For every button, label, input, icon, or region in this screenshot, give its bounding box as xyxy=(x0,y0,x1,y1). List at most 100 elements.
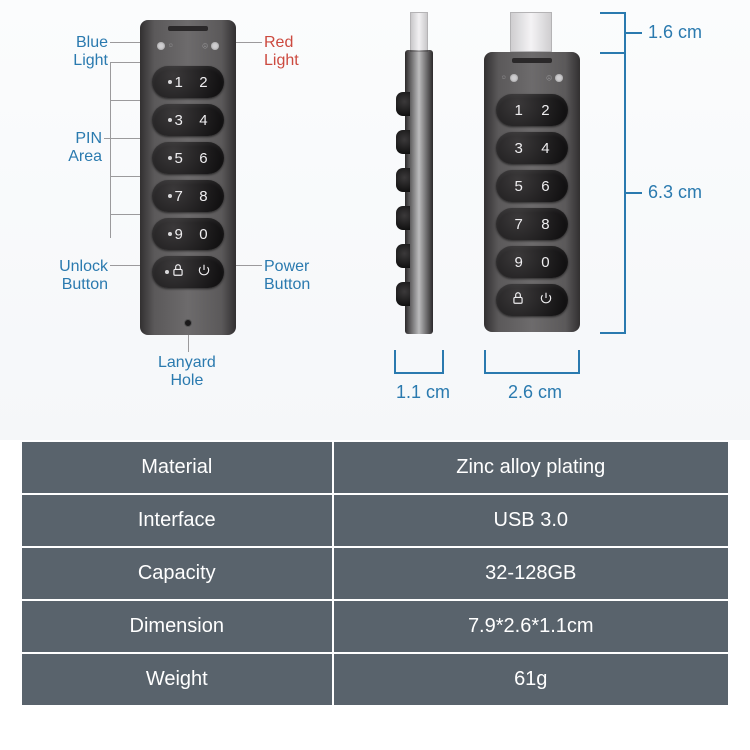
key-row xyxy=(496,284,568,316)
digit-key-8: 8 xyxy=(199,188,207,205)
spec-value-cell: Zinc alloy plating xyxy=(333,441,729,494)
dim-label-front-width: 2.6 cm xyxy=(508,382,562,403)
digit-key-1: 1 xyxy=(514,102,522,119)
spec-table: MaterialZinc alloy platingInterfaceUSB 3… xyxy=(20,440,730,707)
lock-icon xyxy=(511,291,525,309)
keypad: 1234567890 xyxy=(496,94,568,316)
leader-line xyxy=(110,62,111,238)
digit-label: 0 xyxy=(199,226,207,243)
power-key xyxy=(197,263,211,281)
side-key-bump xyxy=(396,92,410,116)
key-dot-icon xyxy=(168,194,172,198)
lock-icon xyxy=(171,263,185,281)
key-dot-icon xyxy=(168,156,172,160)
dim-label-body-height: 6.3 cm xyxy=(648,182,702,203)
digit-label: 8 xyxy=(199,188,207,205)
digit-label: 3 xyxy=(514,140,522,157)
digit-label: 2 xyxy=(541,102,549,119)
digit-key-9: 9 xyxy=(514,254,522,271)
key-row: 12 xyxy=(496,94,568,126)
digit-label: 0 xyxy=(541,254,549,271)
digit-key-6: 6 xyxy=(199,150,207,167)
key-row: 90 xyxy=(152,218,224,250)
key-row: 56 xyxy=(152,142,224,174)
digit-key-2: 2 xyxy=(199,74,207,91)
side-key-bump xyxy=(396,168,410,192)
digit-key-7: 7 xyxy=(168,188,182,205)
digit-label: 4 xyxy=(199,112,207,129)
key-dot-icon xyxy=(168,118,172,122)
digit-key-3: 3 xyxy=(168,112,182,129)
unlock-key xyxy=(511,291,525,309)
digit-label: 9 xyxy=(514,254,522,271)
lanyard-hole xyxy=(184,319,192,327)
digit-key-5: 5 xyxy=(514,178,522,195)
spec-name-cell: Weight xyxy=(21,653,333,706)
digit-key-4: 4 xyxy=(199,112,207,129)
device-front-dimensioned: ☺ ☹ 1234567890 xyxy=(484,52,580,332)
digit-key-1: 1 xyxy=(168,74,182,91)
device-front-annotated: ☺ ☹ 12 34 56 78 90 xyxy=(140,20,236,335)
spec-name-cell: Dimension xyxy=(21,600,333,653)
digit-key-8: 8 xyxy=(541,216,549,233)
spec-value-cell: 7.9*2.6*1.1cm xyxy=(333,600,729,653)
digit-key-4: 4 xyxy=(541,140,549,157)
digit-label: 2 xyxy=(199,74,207,91)
digit-label: 6 xyxy=(199,150,207,167)
key-row: 56 xyxy=(496,170,568,202)
digit-label: 5 xyxy=(174,150,182,167)
spec-value-cell: 32-128GB xyxy=(333,547,729,600)
callout-lanyard: LanyardHole xyxy=(158,354,216,390)
key-dot-icon xyxy=(165,270,169,274)
digit-label: 5 xyxy=(514,178,522,195)
device-top-strip xyxy=(168,26,208,31)
callout-power: PowerButton xyxy=(264,258,310,294)
digit-key-7: 7 xyxy=(514,216,522,233)
side-key-bump xyxy=(396,130,410,154)
digit-label: 9 xyxy=(174,226,182,243)
key-row: 34 xyxy=(496,132,568,164)
digit-label: 4 xyxy=(541,140,549,157)
power-icon xyxy=(539,291,553,309)
blue-led xyxy=(157,42,165,50)
callout-blue-light: BlueLight xyxy=(48,34,108,70)
unlock-key xyxy=(165,263,185,281)
device-side-usb xyxy=(410,12,428,52)
key-row: 78 xyxy=(496,208,568,240)
table-row: Capacity32-128GB xyxy=(21,547,729,600)
keypad: 12 34 56 78 90 xyxy=(152,66,224,288)
key-row xyxy=(152,256,224,288)
side-key-bump xyxy=(396,282,410,306)
key-dot-icon xyxy=(168,80,172,84)
key-row: 12 xyxy=(152,66,224,98)
side-key-bump xyxy=(396,244,410,268)
digit-label: 1 xyxy=(514,102,522,119)
digit-key-0: 0 xyxy=(541,254,549,271)
table-row: Weight61g xyxy=(21,653,729,706)
blue-led xyxy=(510,74,518,82)
power-icon xyxy=(197,263,211,281)
table-row: MaterialZinc alloy plating xyxy=(21,441,729,494)
digit-key-5: 5 xyxy=(168,150,182,167)
digit-label: 8 xyxy=(541,216,549,233)
led-row: ☺ ☹ xyxy=(140,42,236,50)
power-key xyxy=(539,291,553,309)
callout-red-light: RedLight xyxy=(264,34,299,70)
spec-name-cell: Material xyxy=(21,441,333,494)
red-led xyxy=(555,74,563,82)
diagram-area: BlueLight PINArea UnlockButton RedLight … xyxy=(0,0,750,440)
device-front-usb-plug xyxy=(510,12,552,52)
key-row: 78 xyxy=(152,180,224,212)
spec-name-cell: Interface xyxy=(21,494,333,547)
key-row: 34 xyxy=(152,104,224,136)
red-led xyxy=(211,42,219,50)
digit-label: 6 xyxy=(541,178,549,195)
digit-key-6: 6 xyxy=(541,178,549,195)
digit-label: 7 xyxy=(174,188,182,205)
dim-label-connector-height: 1.6 cm xyxy=(648,22,702,43)
digit-label: 7 xyxy=(514,216,522,233)
dim-label-side-width: 1.1 cm xyxy=(396,382,450,403)
spec-value-cell: USB 3.0 xyxy=(333,494,729,547)
spec-name-cell: Capacity xyxy=(21,547,333,600)
digit-key-9: 9 xyxy=(168,226,182,243)
